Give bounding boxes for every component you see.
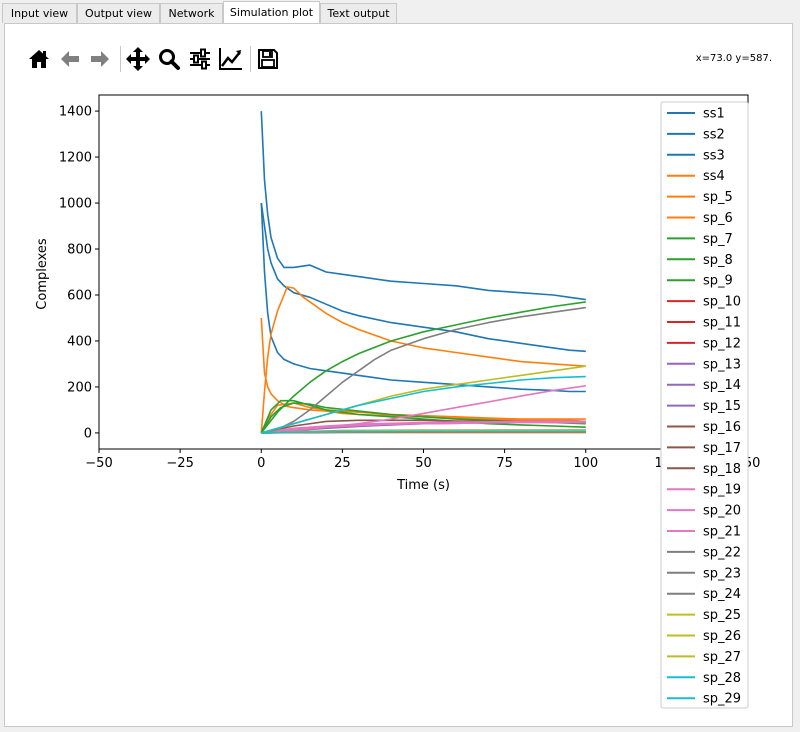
legend-entry-ss1: ss1: [703, 107, 725, 122]
legend-entry-ss2: ss2: [703, 127, 725, 142]
series-group: [260, 111, 586, 434]
arrow-right-icon: [91, 51, 109, 67]
series-line-sp_22: [261, 306, 586, 434]
legend-entry-sp_15: sp_15: [703, 399, 741, 414]
legend-entry-sp_29: sp_29: [703, 692, 741, 707]
x-tick-label: −25: [166, 456, 193, 471]
legend-entry-sp_10: sp_10: [703, 295, 741, 310]
legend-entry-sp_16: sp_16: [703, 420, 741, 435]
y-tick-label: 1000: [59, 197, 92, 212]
tab-input-view[interactable]: Input view: [2, 3, 77, 23]
y-tick-label: 400: [67, 334, 92, 349]
move-icon: [126, 47, 150, 71]
tab-network[interactable]: Network: [160, 3, 223, 23]
arrow-left-icon: [61, 51, 79, 67]
zoom-button[interactable]: [154, 44, 184, 74]
magnifier-icon: [159, 49, 180, 70]
series-line-sp_6: [260, 402, 586, 434]
series-line-sp_29: [261, 430, 586, 434]
series-line-sp_7: [260, 301, 586, 434]
legend-entry-sp_23: sp_23: [703, 566, 741, 581]
save-button[interactable]: [253, 44, 283, 74]
legend-entry-sp_21: sp_21: [703, 525, 741, 540]
legend-entry-sp_8: sp_8: [703, 253, 733, 268]
legend-entry-sp_12: sp_12: [703, 336, 741, 351]
plot-area: [99, 95, 748, 449]
tab-bar: Input view Output view Network Simulatio…: [0, 0, 800, 24]
legend-entry-sp_7: sp_7: [703, 232, 733, 247]
series-line-sp_21: [261, 421, 586, 434]
pan-button[interactable]: [123, 44, 153, 74]
configure-subplots-button[interactable]: [185, 44, 215, 74]
x-tick-label: 100: [573, 456, 598, 471]
legend-entry-ss4: ss4: [703, 169, 725, 184]
edit-axis-button[interactable]: [216, 44, 246, 74]
home-icon: [29, 50, 49, 68]
home-button[interactable]: [24, 44, 54, 74]
series-line-sp_5: [260, 286, 586, 433]
legend-entry-sp_28: sp_28: [703, 671, 741, 686]
y-tick-label: 1200: [59, 151, 92, 166]
y-tick-label: 1400: [59, 105, 92, 120]
series-line-sp_28: [261, 375, 586, 434]
legend-entry-ss3: ss3: [703, 148, 725, 163]
tab-simulation-plot[interactable]: Simulation plot: [223, 1, 320, 24]
toolbar-separator: [120, 46, 121, 72]
series-line-sp_8: [260, 399, 586, 434]
forward-button[interactable]: [85, 44, 115, 74]
x-tick-label: 25: [334, 456, 351, 471]
legend-entry-sp_5: sp_5: [703, 190, 733, 205]
y-tick-label: 800: [67, 243, 92, 258]
x-axis-label: Time (s): [396, 478, 450, 493]
line-chart-icon: [219, 48, 242, 70]
legend-entry-sp_9: sp_9: [703, 274, 733, 289]
floppy-disk-icon: [258, 49, 278, 69]
series-line-ss1: [260, 111, 586, 301]
legend-entry-sp_24: sp_24: [703, 587, 741, 602]
series-line-sp_20: [261, 420, 586, 434]
y-tick-label: 0: [84, 426, 92, 441]
legend-entry-sp_19: sp_19: [703, 483, 741, 498]
y-tick-label: 200: [67, 380, 92, 395]
legend-entry-sp_18: sp_18: [703, 462, 741, 477]
legend-entry-sp_26: sp_26: [703, 629, 741, 644]
legend-entry-sp_22: sp_22: [703, 545, 741, 560]
series-line-ss4: [260, 317, 586, 423]
x-tick-label: 50: [415, 456, 432, 471]
legend-entry-sp_6: sp_6: [703, 211, 733, 226]
tab-text-output[interactable]: Text output: [320, 3, 397, 23]
legend-box: [660, 101, 749, 709]
y-axis-label: Complexes: [35, 238, 50, 310]
back-button[interactable]: [55, 44, 85, 74]
legend-entry-sp_20: sp_20: [703, 504, 741, 519]
toolbar-separator: [250, 46, 251, 72]
legend-entry-sp_11: sp_11: [703, 316, 741, 331]
series-line-ss2: [260, 202, 586, 353]
x-tick-label: 0: [257, 456, 265, 471]
x-tick-label: −50: [85, 456, 112, 471]
legend-entry-sp_17: sp_17: [703, 441, 741, 456]
legend-entry-sp_27: sp_27: [703, 650, 741, 665]
legend-entry-sp_25: sp_25: [703, 608, 741, 623]
legend-entry-sp_14: sp_14: [703, 378, 741, 393]
legend-entry-sp_13: sp_13: [703, 357, 741, 372]
x-tick-label: 75: [496, 456, 513, 471]
sliders-icon: [190, 48, 210, 70]
cursor-coordinates: x=73.0 y=587.: [695, 53, 772, 64]
y-tick-label: 600: [67, 288, 92, 303]
tab-output-view[interactable]: Output view: [77, 3, 160, 23]
